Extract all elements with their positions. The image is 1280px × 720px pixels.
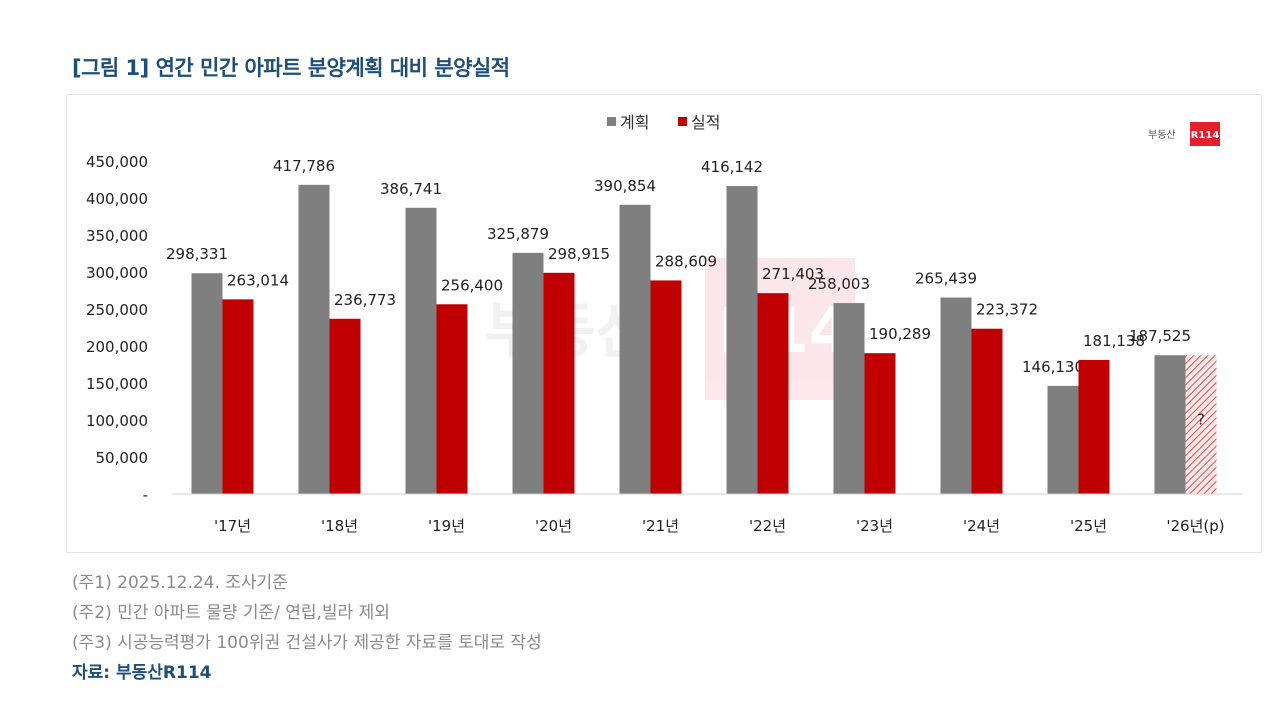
bar-plan	[619, 204, 651, 494]
bar-actual	[436, 304, 468, 494]
footnote-2: (주2) 민간 아파트 물량 기준/ 연립,빌라 제외	[72, 603, 390, 623]
logo-badge-text: R114	[1191, 130, 1220, 141]
data-label: 187,525	[1129, 327, 1191, 345]
x-tick-label: '20년	[535, 517, 572, 535]
legend-label-plan: 계획	[620, 113, 649, 132]
x-tick-label: '22년	[749, 517, 786, 535]
data-label: 236,773	[334, 291, 396, 309]
data-label: 416,142	[701, 158, 763, 176]
bar-actual	[1185, 355, 1217, 494]
footnote-1: (주1) 2025.12.24. 조사기준	[72, 573, 288, 593]
x-tick-label: '25년	[1070, 517, 1107, 535]
legend-swatch-plan	[607, 117, 616, 126]
data-label: 181,138	[1083, 332, 1145, 350]
bar-actual	[1078, 359, 1110, 494]
y-tick-label: 150,000	[86, 375, 148, 393]
bar-actual	[222, 299, 254, 494]
x-tick-label: '18년	[321, 517, 358, 535]
data-label: 263,014	[227, 271, 289, 289]
source: 자료: 부동산R114	[72, 663, 212, 683]
y-tick-label: 350,000	[86, 227, 148, 245]
logo: 부동산 R114	[1148, 122, 1220, 146]
x-tick-label: '26년(p)	[1166, 517, 1224, 535]
legend-swatch-actual	[678, 117, 687, 126]
bar-plan	[1154, 355, 1186, 494]
bar-plan	[405, 207, 437, 495]
x-tick-label: '23년	[856, 517, 893, 535]
data-label: 256,400	[441, 276, 503, 294]
data-label: 390,854	[594, 177, 656, 195]
data-label: 386,741	[380, 180, 442, 198]
bar-actual	[329, 318, 361, 494]
bars: 298,331 263,014 417,786 236,773 386,741 256,4…	[166, 157, 1217, 495]
y-tick-label: 300,000	[86, 264, 148, 282]
y-axis: - 50,000 100,000 150,000 200,000 250,000 300,0…	[86, 153, 148, 504]
bar-actual	[650, 280, 682, 494]
bar-actual	[757, 293, 789, 494]
logo-badge	[1190, 122, 1220, 146]
legend: 계획 실적	[607, 113, 720, 132]
data-label: 146,130	[1022, 358, 1084, 376]
y-tick-label: 50,000	[96, 449, 149, 467]
bar-actual	[543, 272, 575, 494]
x-tick-label: '21년	[642, 517, 679, 535]
data-label: ?	[1197, 411, 1205, 429]
footnote-3: (주3) 시공능력평가 100위권 건설사가 제공한 자료를 토대로 작성	[72, 633, 542, 653]
y-tick-label: 250,000	[86, 301, 148, 319]
y-tick-label: 450,000	[86, 153, 148, 171]
x-tick-label: '24년	[963, 517, 1000, 535]
chart-title: [그림 1] 연간 민간 아파트 분양계획 대비 분양실적	[72, 56, 510, 80]
data-label: 288,609	[655, 252, 717, 270]
data-label: 223,372	[976, 301, 1038, 319]
bar-plan	[1047, 385, 1079, 494]
y-tick-label: 100,000	[86, 412, 148, 430]
logo-text: 부동산	[1148, 129, 1176, 141]
bar-plan	[833, 303, 865, 494]
chart-frame	[66, 94, 1262, 553]
data-label: 265,439	[915, 270, 977, 288]
data-label: 417,786	[273, 157, 335, 175]
bar-plan	[191, 273, 223, 494]
data-label: 298,331	[166, 245, 228, 263]
y-tick-label: 400,000	[86, 190, 148, 208]
x-tick-label: '17년	[214, 517, 251, 535]
x-axis: '17년 '18년 '19년 '20년 '21년 '22년 '23년 '24년 '25년 '26년…	[172, 493, 1242, 535]
data-label: 258,003	[808, 275, 870, 293]
y-tick-label: 200,000	[86, 338, 148, 356]
x-tick-label: '19년	[428, 517, 465, 535]
y-tick-label: -	[143, 486, 148, 504]
legend-label-actual: 실적	[691, 113, 720, 132]
data-label: 325,879	[487, 225, 549, 243]
bar-plan	[940, 297, 972, 494]
footnotes: (주1) 2025.12.24. 조사기준 (주2) 민간 아파트 물량 기준/…	[72, 568, 542, 688]
data-label: 298,915	[548, 245, 610, 263]
bar-plan	[726, 186, 758, 494]
data-label: 190,289	[869, 325, 931, 343]
bar-actual	[864, 353, 896, 494]
bar-actual	[971, 328, 1003, 494]
data-label: 271,403	[762, 265, 824, 283]
bar-plan	[298, 184, 330, 494]
bar-plan	[512, 252, 544, 494]
